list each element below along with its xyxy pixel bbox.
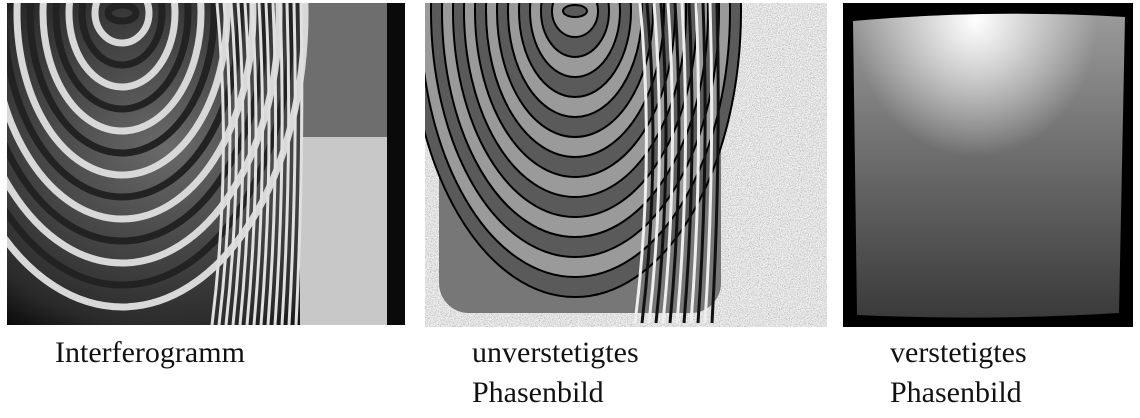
caption-line: Interferogramm [55,333,245,373]
caption: verstetigtes Phasenbild [890,333,1027,413]
caption-line: Phasenbild [890,373,1027,413]
wrapped-phase-image [425,3,827,327]
caption: Interferogramm [55,333,245,373]
interferogram-image [7,3,405,325]
caption-line: verstetigtes [890,333,1027,373]
unwrapped-phase-image [843,3,1133,327]
caption: unverstetigtes Phasenbild [472,333,639,413]
caption-line: Phasenbild [472,373,639,413]
fringe [563,5,587,17]
figure: Interferogramm unverstetigtes Phasenbild… [0,0,1140,418]
caption-line: unverstetigtes [472,333,639,373]
